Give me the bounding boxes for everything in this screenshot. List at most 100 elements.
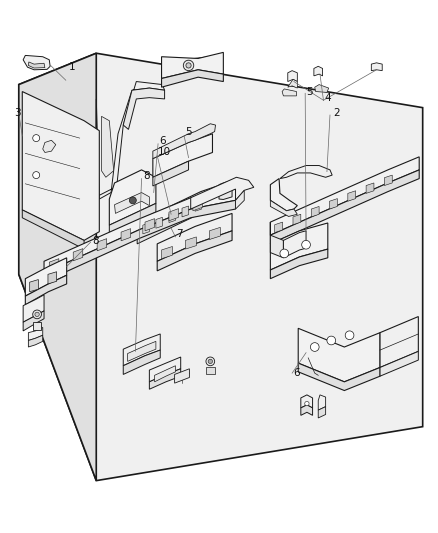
- Polygon shape: [195, 200, 201, 211]
- Circle shape: [184, 60, 194, 71]
- Polygon shape: [44, 189, 236, 273]
- Polygon shape: [270, 200, 297, 216]
- Polygon shape: [157, 213, 232, 261]
- Polygon shape: [155, 366, 176, 382]
- Polygon shape: [123, 88, 165, 130]
- Polygon shape: [329, 199, 337, 209]
- Polygon shape: [283, 231, 306, 258]
- Polygon shape: [270, 157, 419, 235]
- Polygon shape: [270, 222, 283, 258]
- Polygon shape: [43, 140, 56, 152]
- Polygon shape: [318, 395, 325, 410]
- Circle shape: [33, 310, 42, 319]
- Polygon shape: [169, 208, 179, 221]
- Text: 5: 5: [185, 127, 192, 138]
- Polygon shape: [110, 204, 156, 234]
- Text: 6: 6: [293, 368, 300, 378]
- Polygon shape: [169, 212, 176, 223]
- Polygon shape: [175, 369, 189, 383]
- Text: 1: 1: [69, 62, 75, 72]
- Polygon shape: [315, 85, 328, 92]
- Polygon shape: [25, 275, 67, 305]
- Polygon shape: [270, 249, 328, 279]
- Circle shape: [208, 359, 212, 364]
- Polygon shape: [102, 116, 114, 177]
- Polygon shape: [49, 259, 59, 271]
- Polygon shape: [25, 258, 67, 296]
- Polygon shape: [48, 272, 57, 284]
- Polygon shape: [162, 246, 173, 259]
- Circle shape: [311, 343, 319, 351]
- Polygon shape: [19, 53, 96, 481]
- Polygon shape: [288, 79, 297, 88]
- Polygon shape: [23, 311, 44, 331]
- Polygon shape: [33, 322, 42, 329]
- Polygon shape: [270, 170, 419, 244]
- Polygon shape: [288, 71, 297, 82]
- Circle shape: [327, 336, 336, 345]
- Polygon shape: [311, 206, 319, 217]
- Polygon shape: [19, 53, 423, 481]
- Polygon shape: [293, 214, 301, 225]
- Circle shape: [305, 401, 309, 406]
- Circle shape: [345, 331, 354, 340]
- Polygon shape: [44, 200, 236, 282]
- Polygon shape: [185, 237, 196, 249]
- Polygon shape: [73, 249, 83, 261]
- Polygon shape: [191, 177, 254, 209]
- Polygon shape: [314, 66, 322, 76]
- Text: 3: 3: [14, 108, 21, 118]
- Polygon shape: [143, 223, 149, 234]
- Circle shape: [33, 172, 40, 179]
- Text: 7: 7: [177, 229, 183, 239]
- Polygon shape: [22, 92, 99, 240]
- Polygon shape: [301, 395, 313, 408]
- Polygon shape: [318, 407, 325, 418]
- Polygon shape: [28, 335, 43, 347]
- Polygon shape: [182, 206, 188, 217]
- Polygon shape: [97, 239, 107, 251]
- Text: 10: 10: [158, 148, 171, 157]
- Polygon shape: [209, 228, 220, 239]
- Polygon shape: [153, 161, 188, 186]
- Polygon shape: [348, 191, 356, 201]
- Polygon shape: [23, 295, 44, 322]
- Polygon shape: [371, 63, 382, 71]
- Polygon shape: [155, 212, 162, 232]
- Polygon shape: [30, 279, 39, 292]
- Polygon shape: [28, 62, 45, 68]
- Polygon shape: [149, 369, 181, 389]
- Polygon shape: [137, 184, 221, 236]
- Polygon shape: [157, 231, 232, 271]
- Text: 2: 2: [333, 108, 339, 118]
- Polygon shape: [298, 363, 380, 391]
- Polygon shape: [282, 89, 297, 96]
- Polygon shape: [219, 180, 232, 199]
- Text: 8: 8: [92, 236, 99, 246]
- Polygon shape: [28, 327, 43, 341]
- Polygon shape: [156, 217, 162, 228]
- Polygon shape: [301, 405, 313, 415]
- Polygon shape: [298, 328, 380, 382]
- Polygon shape: [193, 199, 202, 211]
- Polygon shape: [145, 219, 155, 231]
- Polygon shape: [22, 210, 84, 249]
- Polygon shape: [206, 367, 215, 375]
- Polygon shape: [366, 183, 374, 193]
- Text: 5: 5: [306, 86, 313, 96]
- Polygon shape: [123, 350, 160, 375]
- Polygon shape: [23, 55, 50, 70]
- Polygon shape: [380, 317, 418, 367]
- Polygon shape: [380, 351, 418, 376]
- Polygon shape: [123, 334, 160, 366]
- Circle shape: [186, 63, 191, 68]
- Polygon shape: [275, 222, 283, 232]
- Polygon shape: [162, 70, 223, 87]
- Polygon shape: [121, 229, 131, 241]
- Polygon shape: [115, 192, 149, 213]
- Circle shape: [302, 240, 311, 249]
- Circle shape: [35, 312, 39, 317]
- Text: 4: 4: [324, 93, 331, 103]
- Polygon shape: [162, 52, 223, 78]
- Polygon shape: [280, 166, 332, 179]
